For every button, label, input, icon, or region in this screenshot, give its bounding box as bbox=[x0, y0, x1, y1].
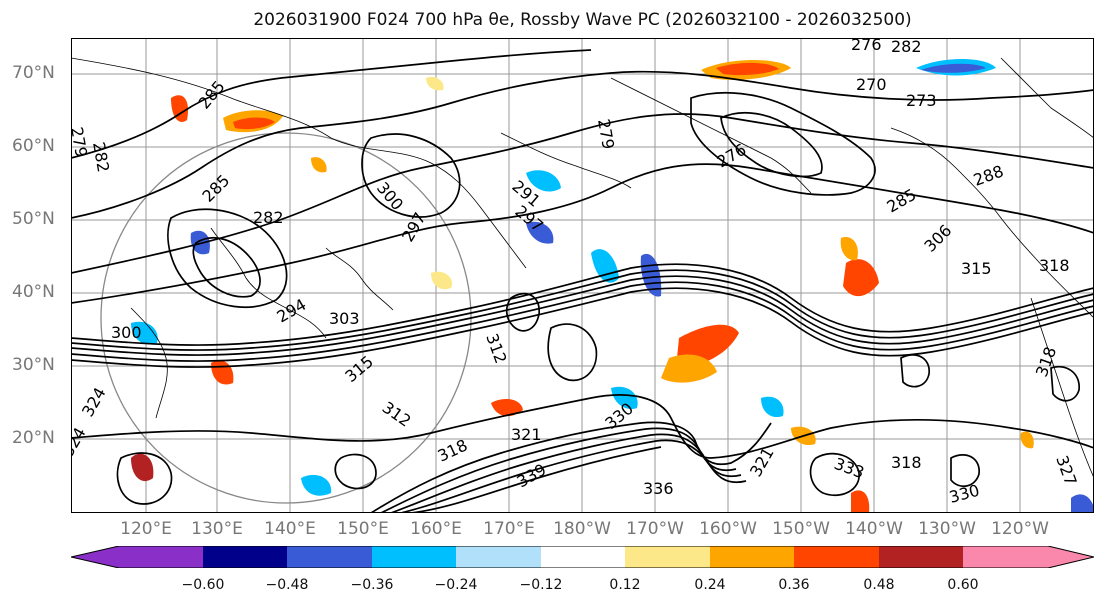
colorbar-low-extend bbox=[71, 546, 119, 568]
lon-label: 170°E bbox=[483, 519, 535, 539]
colorbar-tick: 0.24 bbox=[694, 577, 726, 593]
colorbar-tick: −0.12 bbox=[519, 577, 563, 593]
lon-label: 160°W bbox=[699, 519, 757, 539]
chart-title: 2026031900 F024 700 hPa θe, Rossby Wave … bbox=[253, 10, 912, 30]
theta-e-contours bbox=[71, 49, 1094, 513]
map-plot: 276 282 285 270 273 279 276 285 288 279 … bbox=[71, 38, 1094, 513]
contour-label: 270 bbox=[856, 75, 887, 94]
colorbar-tick: 0.60 bbox=[947, 577, 979, 593]
lat-label: 20°N bbox=[12, 428, 55, 448]
colorbar-high-extend bbox=[1048, 546, 1094, 568]
lon-label: 130°E bbox=[191, 519, 243, 539]
colorbar-tick: 0.48 bbox=[863, 577, 895, 593]
lon-label: 170°W bbox=[626, 519, 684, 539]
contour-label: 282 bbox=[253, 208, 284, 227]
colorbar-segment bbox=[625, 546, 710, 568]
lat-label: 50°N bbox=[12, 209, 55, 229]
lon-label: 140°W bbox=[845, 519, 903, 539]
lat-label: 40°N bbox=[12, 282, 55, 302]
lon-label: 180°W bbox=[553, 519, 611, 539]
contour-label: 318 bbox=[891, 453, 922, 472]
lat-label: 70°N bbox=[12, 63, 55, 83]
colorbar-tick: −0.60 bbox=[181, 577, 225, 593]
colorbar-segment bbox=[879, 546, 963, 568]
lon-label: 130°W bbox=[918, 519, 976, 539]
colorbar-tick: −0.48 bbox=[265, 577, 309, 593]
lat-label: 60°N bbox=[12, 136, 55, 156]
colorbar bbox=[71, 546, 1094, 568]
lon-label: 140°E bbox=[264, 519, 316, 539]
colorbar-segment bbox=[456, 546, 541, 568]
contour-label: 321 bbox=[511, 425, 542, 444]
colorbar-segment bbox=[372, 546, 456, 568]
contour-label: 273 bbox=[906, 91, 937, 110]
lon-label: 160°E bbox=[410, 519, 462, 539]
lon-label: 150°E bbox=[337, 519, 389, 539]
coastlines bbox=[71, 57, 1094, 479]
lat-label: 30°N bbox=[12, 355, 55, 375]
contour-label: 318 bbox=[1039, 256, 1070, 275]
colorbar-segment bbox=[963, 546, 1048, 568]
colorbar-segment bbox=[541, 546, 625, 568]
contour-label: 279 bbox=[71, 125, 91, 158]
contour-label: 303 bbox=[329, 309, 360, 328]
colorbar-tick: −0.36 bbox=[350, 577, 394, 593]
colorbar-tick: 0.12 bbox=[609, 577, 641, 593]
contour-label: 300 bbox=[111, 323, 142, 342]
lon-label: 150°W bbox=[772, 519, 830, 539]
colorbar-segment bbox=[203, 546, 287, 568]
contour-label: 282 bbox=[891, 38, 922, 56]
colorbar-segment bbox=[119, 546, 203, 568]
contour-label: 336 bbox=[643, 479, 674, 498]
contour-label: 276 bbox=[851, 38, 882, 54]
colorbar-tick: −0.24 bbox=[434, 577, 478, 593]
lon-label: 120°W bbox=[991, 519, 1049, 539]
colorbar-segment bbox=[710, 546, 794, 568]
lon-label: 120°E bbox=[120, 519, 172, 539]
contour-label: 315 bbox=[961, 259, 992, 278]
colorbar-segment bbox=[794, 546, 879, 568]
colorbar-tick: 0.36 bbox=[778, 577, 810, 593]
colorbar-segment bbox=[287, 546, 372, 568]
